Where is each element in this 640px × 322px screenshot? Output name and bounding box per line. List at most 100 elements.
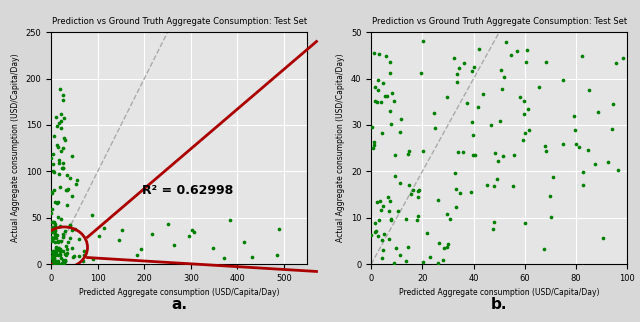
Title: Prediction vs Ground Truth Aggregate Consumption: Test Set: Prediction vs Ground Truth Aggregate Con… xyxy=(52,17,307,26)
Point xyxy=(57,260,67,265)
Point xyxy=(442,212,452,217)
Point xyxy=(189,229,199,234)
Point xyxy=(51,258,61,263)
Point xyxy=(524,128,534,133)
Point xyxy=(71,182,81,187)
Point xyxy=(70,226,80,232)
Point xyxy=(74,237,84,242)
Point xyxy=(93,234,104,239)
Point xyxy=(403,245,413,250)
Point xyxy=(55,223,65,228)
Point xyxy=(467,119,477,124)
Point xyxy=(51,114,61,119)
Point xyxy=(406,192,417,197)
Point xyxy=(488,226,499,232)
Point xyxy=(56,255,67,260)
Point xyxy=(499,154,509,159)
Point xyxy=(59,135,69,140)
Point xyxy=(369,99,380,104)
Point xyxy=(48,235,58,240)
Point xyxy=(47,226,57,231)
Point xyxy=(374,52,384,57)
Point xyxy=(442,242,452,247)
Point xyxy=(468,153,478,158)
Point xyxy=(55,247,65,252)
Point xyxy=(433,198,444,203)
Point xyxy=(51,235,61,240)
Point xyxy=(88,256,99,261)
Point xyxy=(46,210,56,215)
Point xyxy=(54,247,65,252)
Point xyxy=(414,187,424,192)
Point xyxy=(390,174,401,179)
Point xyxy=(72,177,83,183)
Point xyxy=(58,92,68,98)
Point xyxy=(46,256,56,261)
Point xyxy=(65,236,75,241)
Point xyxy=(611,60,621,65)
Point xyxy=(60,137,70,143)
Point xyxy=(396,117,406,122)
Point xyxy=(61,246,72,251)
Point xyxy=(539,246,549,251)
Point xyxy=(47,225,58,230)
Point xyxy=(584,87,595,92)
Point xyxy=(454,66,465,71)
Point xyxy=(413,213,423,218)
Point xyxy=(52,261,63,266)
Point xyxy=(59,261,69,266)
Point xyxy=(518,111,529,117)
Point xyxy=(395,129,405,135)
Point xyxy=(62,187,72,192)
Point xyxy=(49,251,60,256)
Point xyxy=(50,252,60,258)
Point xyxy=(449,55,460,60)
Point xyxy=(67,154,77,159)
Point xyxy=(48,229,58,234)
Point xyxy=(65,222,75,227)
Point xyxy=(385,71,396,76)
Point xyxy=(56,261,66,266)
Point xyxy=(378,204,388,209)
Point xyxy=(56,239,66,244)
Point xyxy=(51,245,61,251)
Point xyxy=(274,226,284,231)
Point xyxy=(370,85,380,90)
Point xyxy=(508,184,518,189)
Point xyxy=(56,111,67,116)
Point xyxy=(541,59,551,64)
Point xyxy=(51,251,61,256)
Point xyxy=(56,126,67,131)
Point xyxy=(384,236,394,241)
Point xyxy=(60,258,70,263)
Point xyxy=(442,244,452,249)
Point xyxy=(545,194,555,199)
Point xyxy=(184,234,195,239)
Point xyxy=(53,199,63,204)
Point xyxy=(389,260,399,266)
Point xyxy=(452,79,462,84)
Point xyxy=(54,252,65,257)
Point xyxy=(46,234,56,239)
Point xyxy=(470,152,481,157)
Point xyxy=(117,227,127,232)
Point xyxy=(455,190,465,195)
Point xyxy=(453,149,463,155)
Point xyxy=(50,253,60,258)
Point xyxy=(425,255,435,260)
Point xyxy=(369,139,379,144)
Point xyxy=(47,237,57,242)
Point xyxy=(65,176,76,181)
Point xyxy=(388,99,399,104)
Point xyxy=(376,255,387,260)
Point xyxy=(49,255,59,260)
Point xyxy=(429,110,439,115)
Point xyxy=(52,200,62,205)
Point xyxy=(372,200,382,205)
Title: Prediction vs Ground Truth Aggregate Consumption: Test Set: Prediction vs Ground Truth Aggregate Con… xyxy=(372,17,627,26)
Point xyxy=(63,239,73,244)
Point xyxy=(489,220,499,225)
Point xyxy=(67,193,77,198)
Point xyxy=(51,232,61,238)
Point xyxy=(50,200,60,205)
